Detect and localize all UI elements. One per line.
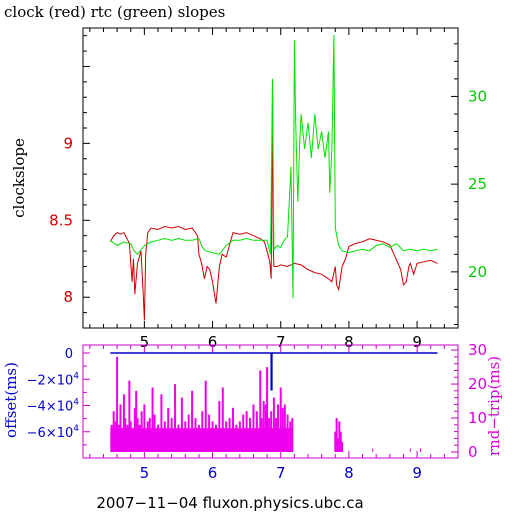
top-x-tick-label: 9 — [412, 333, 422, 351]
bottom-series — [110, 352, 438, 452]
bottom-axis-ticks: 5 6 7 8 9 0 −2×104 −4×104 −6×104 0 10 20 30 — [27, 341, 487, 482]
top-y-axis-label: clockslope — [10, 138, 28, 218]
top-x-tick-label: 6 — [208, 333, 218, 351]
top-plot-frame — [82, 27, 459, 329]
bottom-y2-tick-label: 10 — [468, 409, 487, 427]
roundtrip-band — [212, 428, 293, 452]
series-line-clock — [109, 84, 438, 321]
top-y2-tick-label: 20 — [468, 263, 487, 281]
bottom-y2-tick-label: 20 — [468, 375, 487, 393]
top-y2-tick-label: 25 — [468, 175, 487, 193]
bottom-y-tick-label: −4×104 — [27, 398, 80, 415]
top-y2-tick-label: 30 — [468, 87, 487, 105]
roundtrip-band — [110, 428, 213, 452]
top-chart-title: clock (red) rtc (green) slopes — [4, 3, 225, 21]
top-x-tick-label: 5 — [140, 333, 150, 351]
bottom-y-tick-label: −2×104 — [27, 371, 80, 388]
bottom-y2-tick-label: 0 — [468, 443, 478, 461]
bottom-plot-frame — [82, 344, 459, 459]
top-axis-ticks: 5 6 7 8 9 8 8.5 9 20 25 30 — [49, 28, 487, 351]
bottom-y-tick-label: −6×104 — [27, 424, 80, 441]
top-y-tick-label: 9 — [63, 134, 73, 152]
bottom-x-tick-label: 8 — [344, 464, 354, 482]
series-line-rtc — [109, 34, 438, 299]
bottom-x-tick-label: 6 — [208, 464, 218, 482]
roundtrip-y-axis-label: rnd−trip(ms) — [485, 356, 503, 456]
bottom-x-tick-label: 5 — [140, 464, 150, 482]
bottom-y-tick-label: 0 — [65, 347, 73, 362]
bottom-x-tick-label: 7 — [276, 464, 286, 482]
top-x-tick-label: 8 — [344, 333, 354, 351]
bottom-y2-tick-label: 30 — [468, 341, 487, 359]
top-x-tick-label: 7 — [276, 333, 286, 351]
top-y-tick-label: 8.5 — [49, 211, 73, 229]
top-series-lines — [109, 34, 438, 321]
top-y-tick-label: 8 — [63, 288, 73, 306]
series-line-offset — [110, 352, 438, 391]
footer-x-label: 2007−11−04 fluxon.physics.ubc.ca — [96, 494, 363, 512]
bottom-x-tick-label: 9 — [412, 464, 422, 482]
offset-y-axis-label: offset(ms) — [2, 362, 20, 438]
